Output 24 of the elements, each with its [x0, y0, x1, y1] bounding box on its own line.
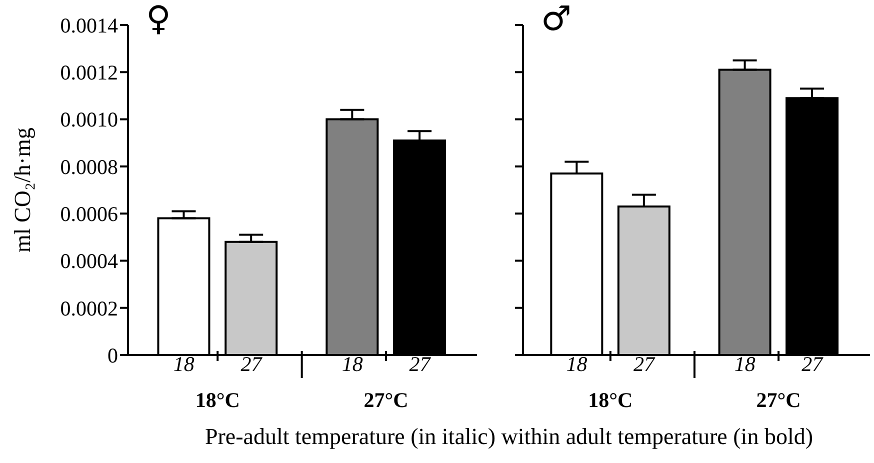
text: 18°C: [195, 388, 240, 412]
x-tick-label: 18: [342, 352, 364, 376]
text: 18°C: [588, 388, 633, 412]
x-tick-label: 18: [566, 352, 588, 376]
y-tick-label: 0.0004: [60, 249, 118, 274]
x-tick-label: 18: [173, 352, 195, 376]
chart-title: ♀: [146, 0, 171, 39]
x-tick-label: 27: [802, 352, 824, 376]
x-tick-label: 27: [634, 352, 656, 376]
y-tick-label: 0.0002: [60, 296, 118, 320]
y-tick-label: 0.0006: [60, 202, 118, 226]
y-tick-label: 0.0012: [60, 60, 118, 85]
y-tick-label: 0: [108, 343, 118, 368]
text: 27°C: [756, 388, 801, 412]
y-tick-label: 0.0008: [60, 154, 118, 179]
x-tick-label: 18: [734, 352, 756, 376]
y-tick-label: 0.0010: [60, 108, 118, 132]
y-axis-title: ml CO₂/h·mg: [10, 127, 35, 252]
chart-title: ♂: [541, 0, 572, 39]
x-tick-label: 27: [240, 352, 264, 376]
x-axis-title: Pre-adult temperature (in italic) within adult temperature (in bold): [204, 424, 814, 450]
y-tick-label: 0.0014: [60, 13, 118, 38]
text: 27°C: [364, 388, 408, 412]
x-tick-label: 27: [409, 352, 432, 376]
